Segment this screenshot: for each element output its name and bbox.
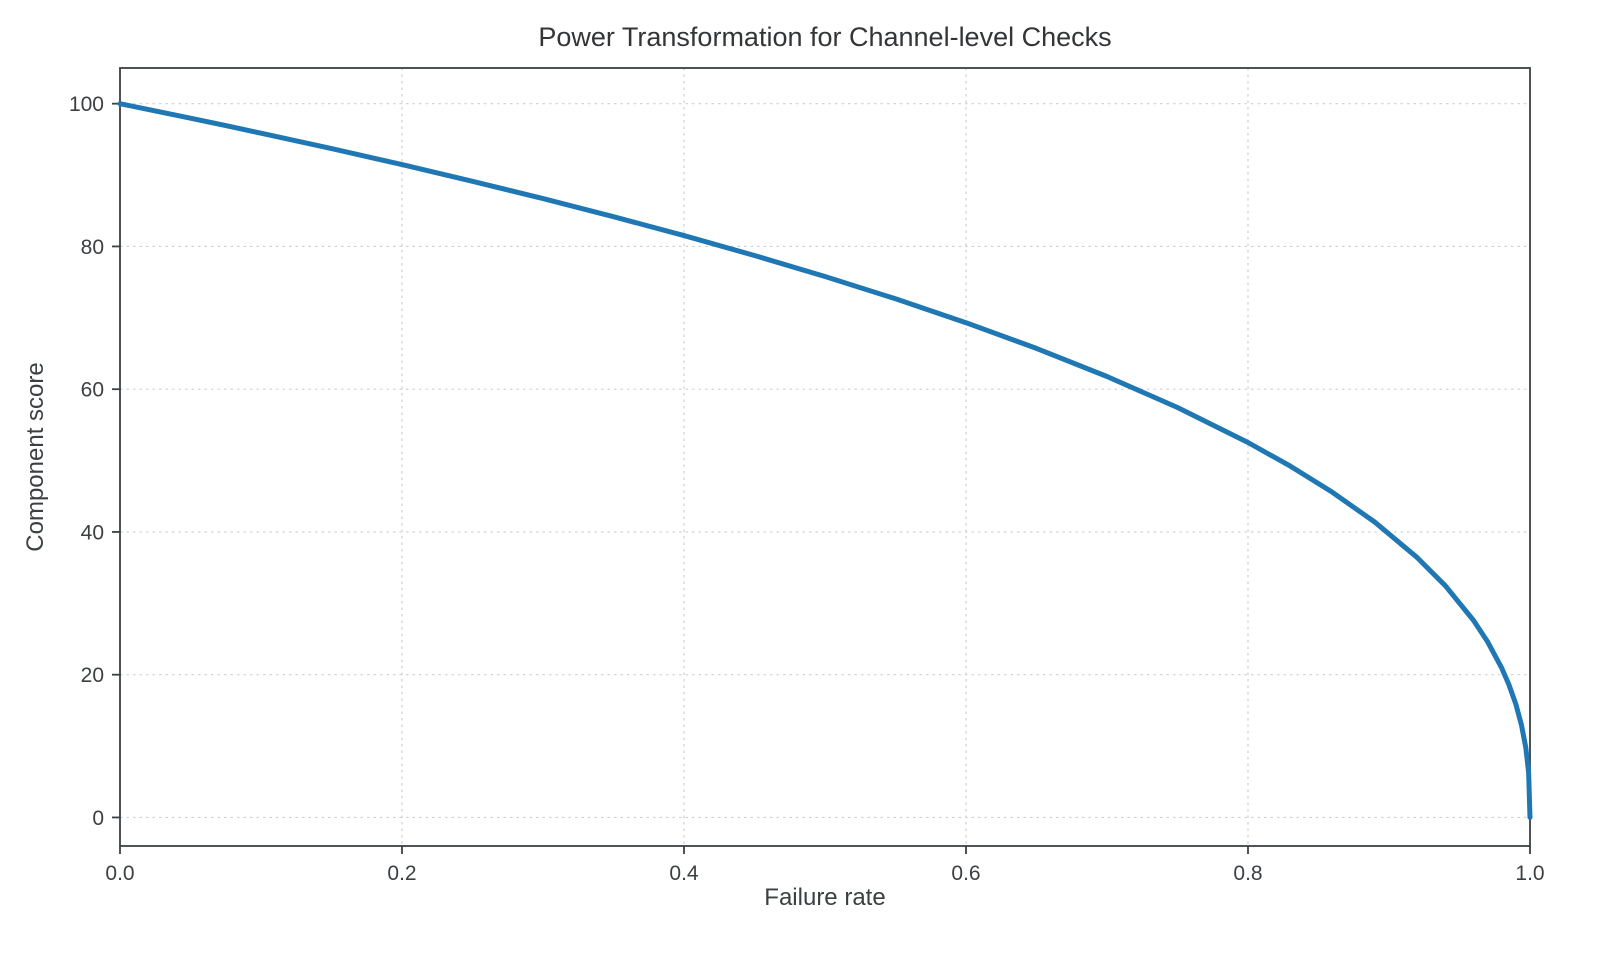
x-tick-label: 0.2 bbox=[387, 862, 416, 885]
plot-border bbox=[119, 67, 1531, 847]
y-tick-label: 0 bbox=[92, 807, 104, 830]
y-tick-label: 80 bbox=[81, 236, 104, 259]
y-tick-label: 60 bbox=[81, 379, 104, 402]
chart-title: Power Transformation for Channel-level C… bbox=[538, 22, 1112, 52]
grid-layer bbox=[119, 68, 1531, 846]
curve-line bbox=[117, 101, 1533, 820]
y-tick-label: 100 bbox=[69, 93, 104, 116]
y-tick-label: 20 bbox=[81, 664, 104, 687]
x-tick-label: 0.4 bbox=[669, 862, 699, 885]
y-tick-label: 40 bbox=[81, 521, 104, 544]
tick-layer: 0.0 0.2 0.4 0.6 0.8 1.0 0 20 40 60 80 100 bbox=[69, 93, 1545, 885]
x-tick-label: 0.8 bbox=[1233, 862, 1262, 885]
x-tick-label: 1.0 bbox=[1515, 862, 1544, 885]
x-tick-label: 0.6 bbox=[951, 862, 980, 885]
curve-layer bbox=[117, 67, 1533, 847]
x-axis-label: Failure rate bbox=[764, 884, 886, 911]
x-tick-label: 0.0 bbox=[105, 862, 134, 885]
